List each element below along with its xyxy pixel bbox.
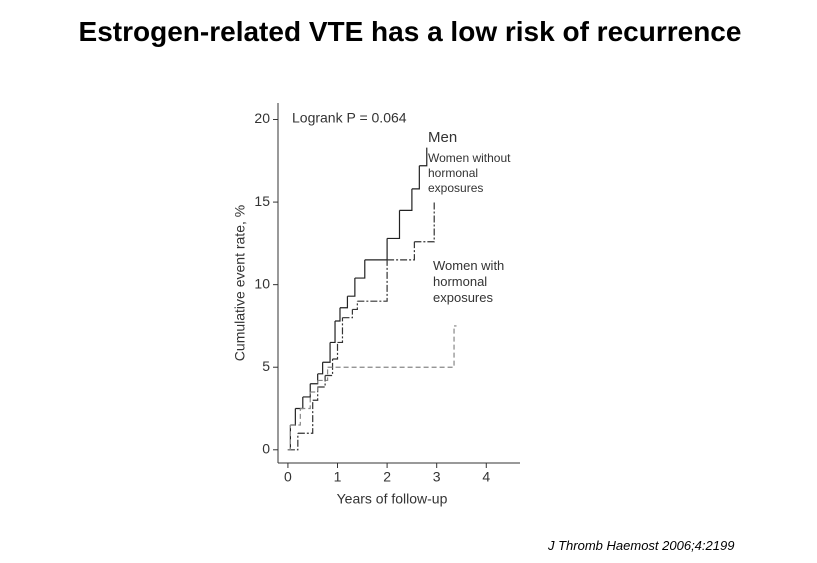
annotation: Logrank P = 0.064 bbox=[292, 110, 407, 126]
step-segment bbox=[414, 202, 435, 243]
step-segment bbox=[325, 358, 334, 377]
x-tick-label: 1 bbox=[334, 469, 342, 485]
step-segment bbox=[322, 342, 331, 363]
page-title: Estrogen-related VTE has a low risk of r… bbox=[78, 16, 742, 47]
step-segment bbox=[302, 383, 311, 398]
step-segment bbox=[364, 238, 388, 261]
x-tick-label: 4 bbox=[482, 469, 490, 485]
x-tick-label: 0 bbox=[284, 469, 292, 485]
step-segment bbox=[290, 408, 296, 426]
step-segment bbox=[295, 396, 304, 410]
step-segment bbox=[339, 296, 349, 309]
step-segment bbox=[337, 317, 344, 344]
step-segment bbox=[399, 188, 413, 211]
step-segment bbox=[357, 259, 388, 302]
citation: J Thromb Haemost 2006;4:2199 bbox=[548, 538, 735, 553]
step-segment bbox=[287, 425, 291, 451]
step-segment bbox=[310, 373, 319, 385]
step-segment bbox=[317, 367, 329, 382]
y-tick-label: 15 bbox=[254, 193, 270, 209]
step-segment bbox=[335, 307, 341, 322]
y-tick-label: 10 bbox=[254, 275, 270, 291]
step-segment bbox=[342, 309, 353, 319]
step-segment bbox=[312, 387, 319, 401]
step-segment bbox=[327, 325, 455, 368]
series-label: Women without hormonal exposures bbox=[428, 151, 511, 195]
step-segment bbox=[419, 147, 428, 167]
step-segment bbox=[317, 375, 326, 388]
step-segment bbox=[290, 408, 301, 426]
x-tick-label: 3 bbox=[433, 469, 441, 485]
y-axis-label: Cumulative event rate, % bbox=[232, 205, 248, 361]
step-segment bbox=[310, 380, 319, 393]
step-segment bbox=[352, 301, 358, 311]
y-tick-label: 5 bbox=[262, 358, 270, 374]
step-segment bbox=[411, 165, 420, 190]
step-segment bbox=[387, 210, 401, 240]
series-label: Women with hormonal exposures bbox=[433, 258, 505, 305]
step-segment bbox=[300, 391, 311, 410]
step-segment bbox=[354, 259, 366, 279]
step-segment bbox=[287, 425, 291, 451]
step-segment bbox=[330, 320, 336, 344]
step-segment bbox=[332, 342, 339, 360]
step-segment bbox=[317, 362, 324, 375]
series-label: Men bbox=[428, 129, 458, 146]
y-tick-label: 0 bbox=[262, 440, 270, 456]
step-segment bbox=[287, 433, 299, 451]
x-axis-label: Years of follow-up bbox=[337, 491, 448, 507]
step-segment bbox=[347, 278, 356, 297]
step-segment bbox=[297, 400, 314, 434]
y-tick-label: 20 bbox=[254, 110, 270, 126]
step-segment bbox=[387, 241, 415, 261]
x-tick-label: 2 bbox=[383, 469, 391, 485]
